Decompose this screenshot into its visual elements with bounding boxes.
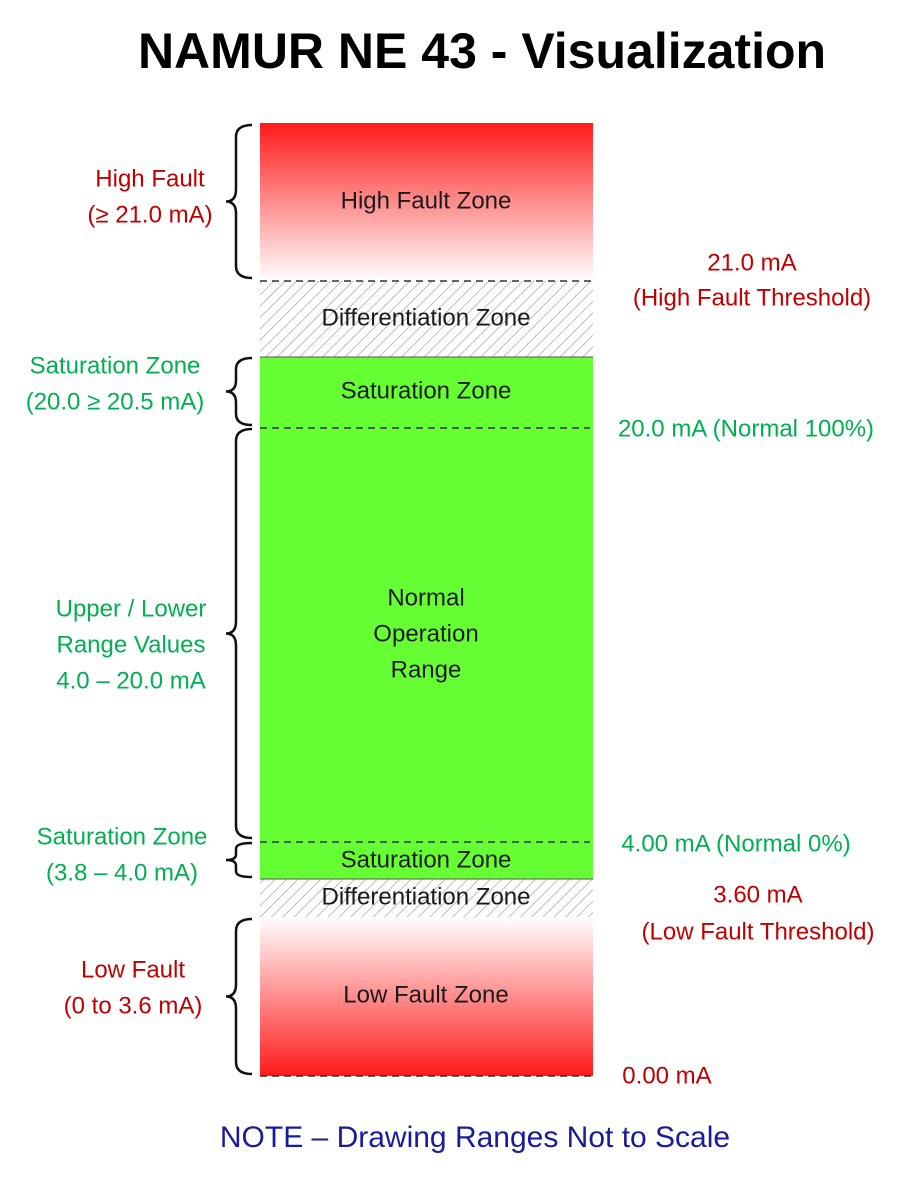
left-label: (3.8 – 4.0 mA) [46,859,198,886]
left-label: 4.0 – 20.0 mA [56,667,205,694]
right-label: 0.00 mA [622,1062,711,1089]
brace [225,427,253,840]
right-label: 21.0 mA [707,249,796,276]
low-fault-zone [260,917,593,1076]
zone-label: Differentiation Zone [321,304,530,331]
right-label: 4.00 mA (Normal 0%) [621,830,850,857]
brace [225,356,253,427]
zone-label: Operation [373,620,478,647]
brace [225,917,253,1076]
zone-label: Low Fault Zone [343,981,508,1008]
brace [225,123,253,280]
zone-label: Range [391,656,462,683]
left-label: High Fault [95,165,205,192]
zone-label: Saturation Zone [341,846,512,873]
left-label: Low Fault [81,956,185,983]
green-zone [260,357,593,879]
right-label: (High Fault Threshold) [633,284,871,311]
title: NAMUR NE 43 - Visualization [138,23,826,79]
right-label: 3.60 mA [713,881,802,908]
zone-label: Differentiation Zone [321,883,530,910]
zone-label: Saturation Zone [341,377,512,404]
zone-label: High Fault Zone [341,187,512,214]
brace [225,841,253,879]
left-label: (≥ 21.0 mA) [87,201,212,228]
left-label: Upper / Lower [56,595,207,622]
differentiation-zone [260,879,593,917]
right-label: 20.0 mA (Normal 100%) [618,415,874,442]
left-label: (20.0 ≥ 20.5 mA) [26,388,205,415]
left-label: Range Values [57,631,206,658]
zone-label: Normal [387,584,464,611]
left-label: (0 to 3.6 mA) [64,992,203,1019]
left-label: Saturation Zone [37,823,208,850]
left-label: Saturation Zone [30,352,201,379]
note: NOTE – Drawing Ranges Not to Scale [220,1121,730,1154]
right-label: (Low Fault Threshold) [642,918,875,945]
differentiation-zone [260,281,593,357]
high-fault-zone [260,123,593,281]
zone-column [260,123,593,1077]
